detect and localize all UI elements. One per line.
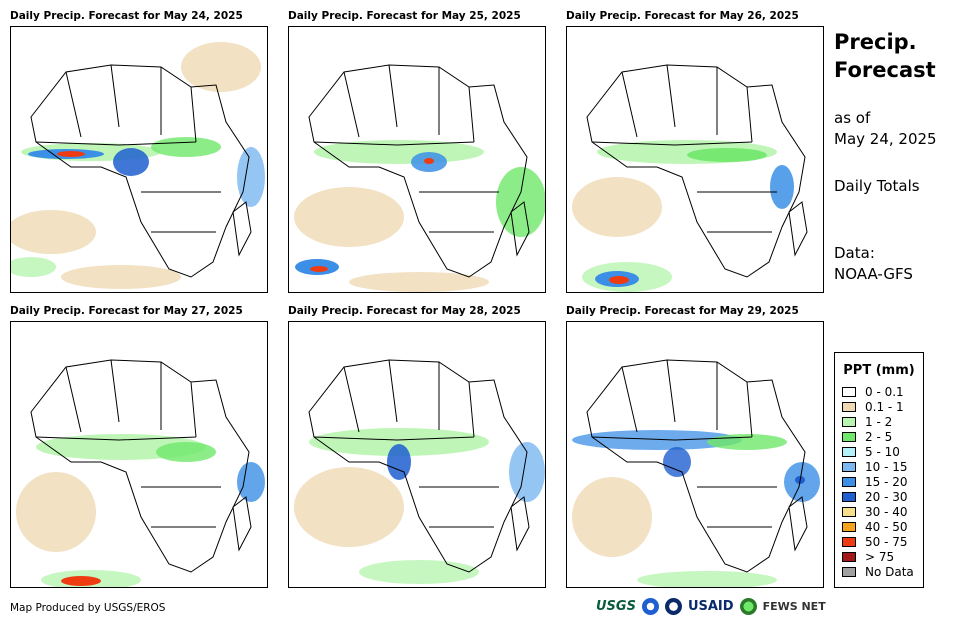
legend-label: 1 - 2 [865, 414, 893, 429]
country-boundaries [30, 359, 252, 573]
legend-label: > 75 [865, 549, 895, 564]
legend-label: 0 - 0.1 [865, 384, 904, 399]
legend-swatch [842, 386, 856, 397]
legend-item: 2 - 5 [835, 429, 923, 444]
legend-label: 15 - 20 [865, 474, 908, 489]
legend-swatch [842, 551, 856, 562]
legend-label: 10 - 15 [865, 459, 908, 474]
legend-title: PPT (mm) [843, 363, 915, 378]
legend-item: 10 - 15 [835, 459, 923, 474]
map-panel-3 [566, 26, 824, 293]
legend-item: 40 - 50 [835, 519, 923, 534]
map-panel-5 [288, 321, 546, 588]
map-credit: Map Produced by USGS/EROS [10, 602, 166, 614]
panel-title-2: Daily Precip. Forecast for May 25, 2025 [288, 10, 521, 22]
legend-item: 30 - 40 [835, 504, 923, 519]
agency-logos: USGS USAID FEWS NET [596, 598, 826, 615]
legend-item: > 75 [835, 549, 923, 564]
as-of-date: May 24, 2025 [834, 130, 937, 148]
usaid-seal-icon [664, 598, 682, 615]
totals-label: Daily Totals [834, 177, 920, 195]
legend-swatch [842, 536, 856, 547]
legend-label: 40 - 50 [865, 519, 908, 534]
country-boundaries [586, 64, 808, 278]
panel-title-1: Daily Precip. Forecast for May 24, 2025 [10, 10, 243, 22]
panel-title-6: Daily Precip. Forecast for May 29, 2025 [566, 305, 799, 317]
precip-field [11, 42, 265, 289]
legend-item: 0 - 0.1 [835, 384, 923, 399]
legend-label: 5 - 10 [865, 444, 900, 459]
fews-net-logo: FEWS NET [762, 600, 826, 613]
legend-label: No Data [865, 564, 914, 579]
map-panel-1 [10, 26, 268, 293]
map-panel-2 [288, 26, 546, 293]
legend-label: 2 - 5 [865, 429, 893, 444]
map-panel-6 [566, 321, 824, 588]
legend-swatch [842, 431, 856, 442]
legend-label: 30 - 40 [865, 504, 908, 519]
map-panel-4 [10, 321, 268, 588]
panel-title-3: Daily Precip. Forecast for May 26, 2025 [566, 10, 799, 22]
legend-item: 15 - 20 [835, 474, 923, 489]
noaa-logo-icon [641, 598, 659, 615]
data-source-block: Data: NOAA-GFS [834, 243, 913, 285]
legend-item: 1 - 2 [835, 414, 923, 429]
as-of-label: as of [834, 109, 871, 127]
country-boundaries [586, 359, 808, 573]
heading-line-2: Forecast [834, 58, 936, 82]
precip-field [294, 428, 545, 584]
legend-item: 50 - 75 [835, 534, 923, 549]
country-boundaries [308, 64, 530, 278]
legend-item: 20 - 30 [835, 489, 923, 504]
forecast-heading: Precip. Forecast [834, 28, 936, 84]
data-label: Data: [834, 244, 875, 262]
as-of-block: as of May 24, 2025 [834, 108, 937, 150]
data-source: NOAA-GFS [834, 265, 913, 283]
legend-swatch [842, 491, 856, 502]
legend-swatch [842, 446, 856, 457]
precip-field [294, 140, 545, 292]
legend-item: 5 - 10 [835, 444, 923, 459]
precip-field [572, 430, 820, 587]
panel-title-4: Daily Precip. Forecast for May 27, 2025 [10, 305, 243, 317]
country-boundaries [308, 359, 530, 573]
legend-swatch [842, 476, 856, 487]
country-boundaries [30, 64, 252, 278]
precip-field [16, 434, 265, 587]
panel-title-5: Daily Precip. Forecast for May 28, 2025 [288, 305, 521, 317]
legend-swatch [842, 461, 856, 472]
usgs-logo: USGS [596, 599, 636, 614]
legend-item: No Data [835, 564, 923, 579]
legend-label: 20 - 30 [865, 489, 908, 504]
legend-item: 0.1 - 1 [835, 399, 923, 414]
legend-label: 50 - 75 [865, 534, 908, 549]
legend-swatch [842, 566, 856, 577]
legend-swatch [842, 416, 856, 427]
legend-swatch [842, 401, 856, 412]
legend-label: 0.1 - 1 [865, 399, 904, 414]
heading-line-1: Precip. [834, 30, 917, 54]
legend-swatch [842, 521, 856, 532]
precip-field [572, 140, 794, 292]
legend-swatch [842, 506, 856, 517]
usaid-logo: USAID [687, 599, 734, 614]
fews-globe-icon [739, 598, 757, 615]
